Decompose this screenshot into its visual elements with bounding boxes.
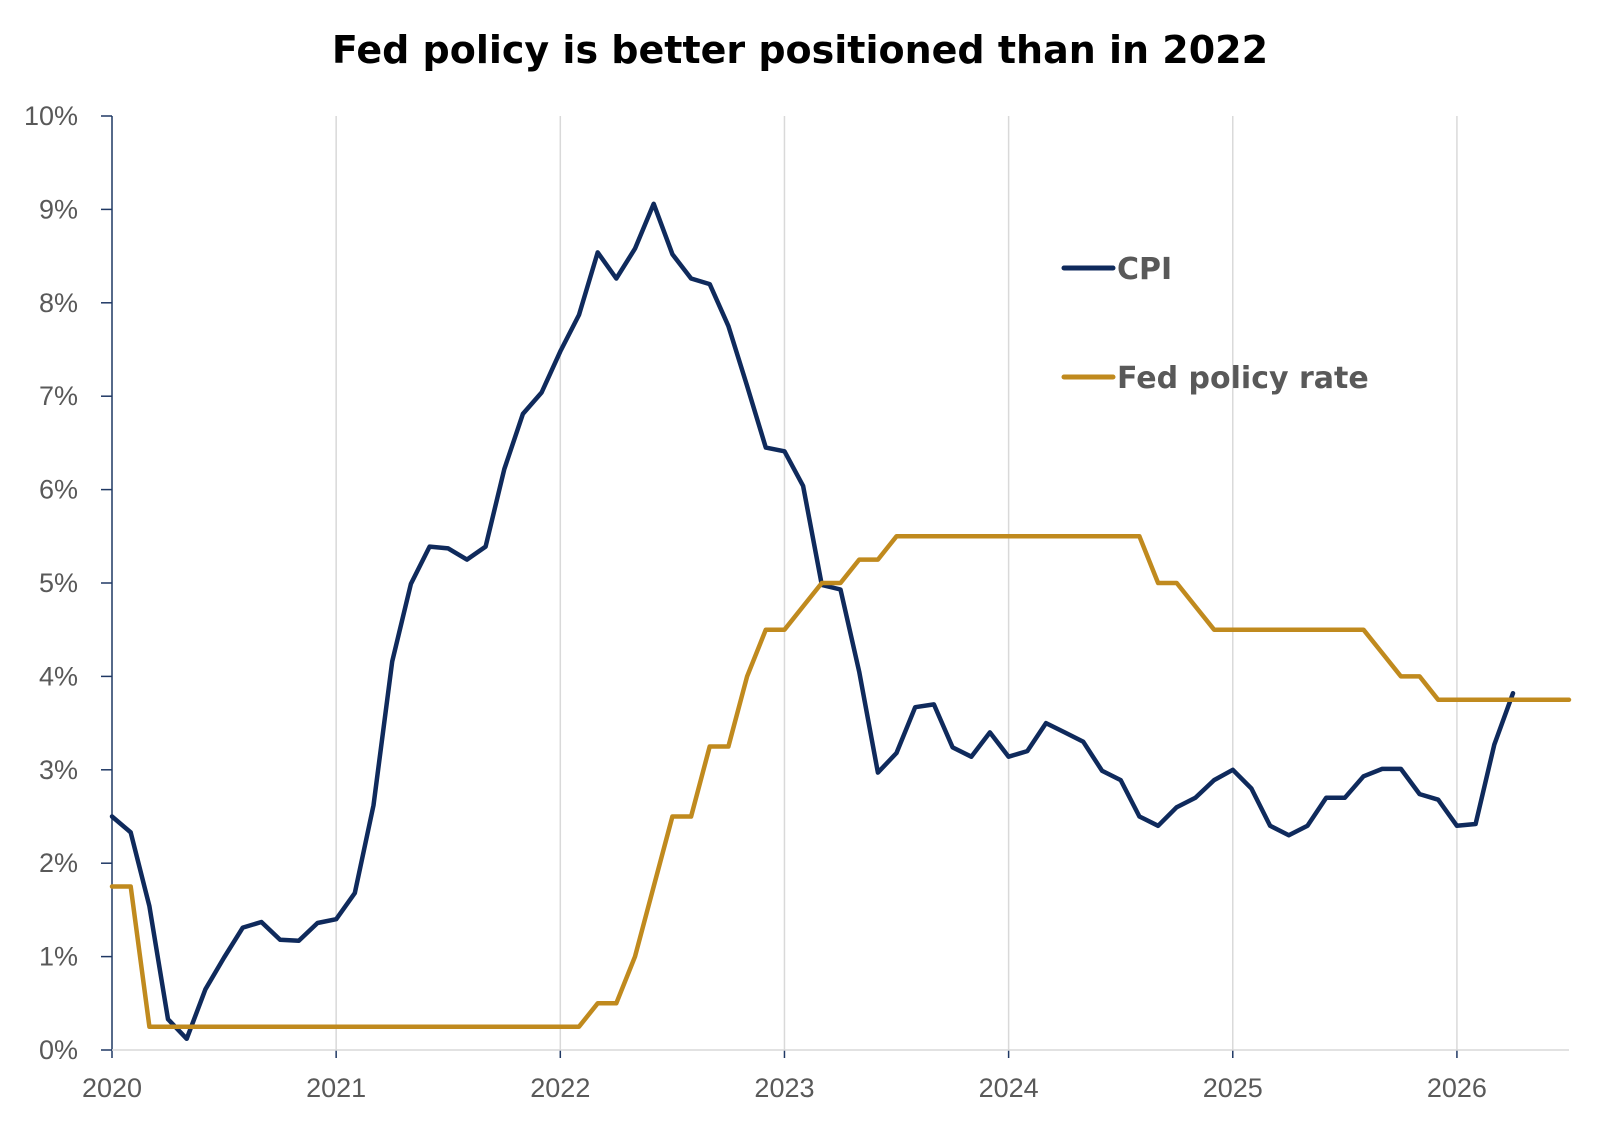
series-lines [109, 201, 1572, 1042]
x-tick-label-2023: 2023 [754, 1073, 814, 1103]
legend: CPI Fed policy rate [1061, 252, 1369, 396]
y-tick-label-4: 4% [39, 661, 78, 691]
y-tick-label-2: 2% [39, 848, 78, 878]
series-line-fed-policy-rate [109, 534, 1572, 1029]
x-tick-label-2022: 2022 [530, 1073, 590, 1103]
x-tick-label-2026: 2026 [1427, 1073, 1487, 1103]
y-tick-label-10: 10% [24, 101, 78, 131]
y-tick-label-9: 9% [39, 194, 78, 224]
x-tick-label-2024: 2024 [979, 1073, 1039, 1103]
y-tick-label-6: 6% [39, 475, 78, 505]
y-tick-label-0: 0% [39, 1035, 78, 1065]
x-tick-label-2021: 2021 [306, 1073, 366, 1103]
legend-label-cpi: CPI [1117, 252, 1172, 287]
y-tick-label-7: 7% [39, 381, 78, 411]
y-tick-label-8: 8% [39, 288, 78, 318]
chart-title: Fed policy is better positioned than in … [332, 28, 1268, 72]
x-tick-label-2020: 2020 [82, 1073, 142, 1103]
grid-lines [335, 116, 1458, 1050]
y-tick-label-3: 3% [39, 755, 78, 785]
legend-label-fed-policy-rate: Fed policy rate [1117, 361, 1369, 396]
y-tick-label-1: 1% [39, 942, 78, 972]
y-tick-label-5: 5% [39, 568, 78, 598]
series-line-cpi [109, 201, 1516, 1042]
x-tick-label-2025: 2025 [1203, 1073, 1263, 1103]
axes: 2020 2021 2022 2023 2024 2025 2026 0% 1% 2% 3% 4% 5%… [24, 101, 1569, 1103]
